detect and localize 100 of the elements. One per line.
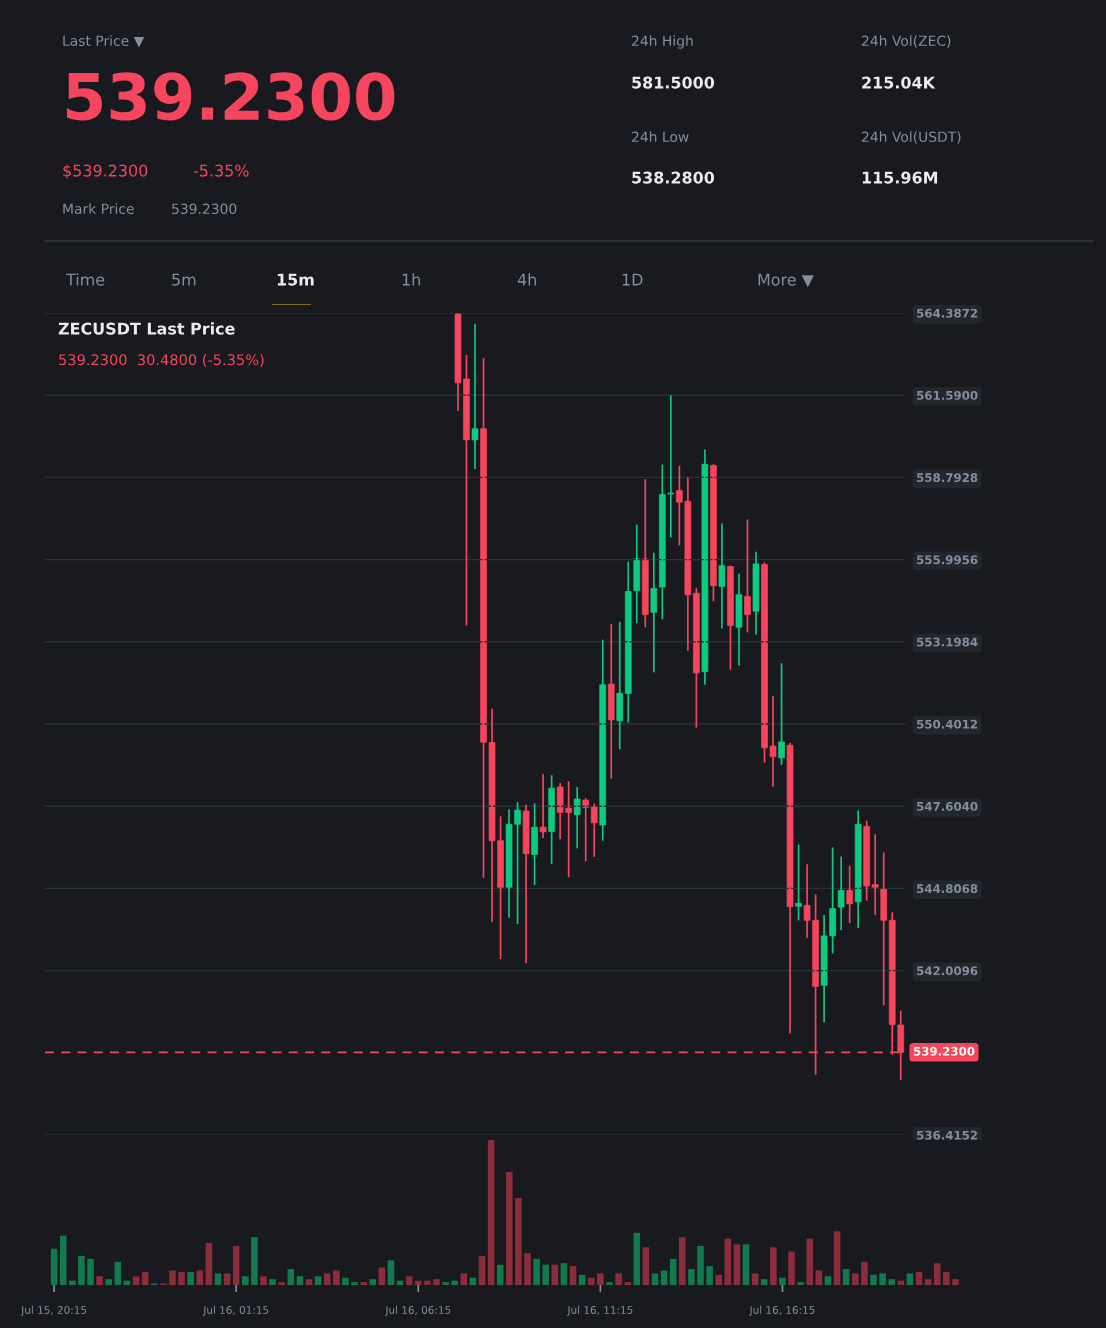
bar bbox=[78, 1256, 85, 1285]
x-tick-label: Jul 16, 01:15 bbox=[202, 1305, 269, 1316]
candlestick bbox=[718, 522, 726, 630]
bar bbox=[296, 1276, 304, 1285]
text: -5.35% bbox=[193, 164, 249, 177]
bar bbox=[205, 1242, 213, 1285]
bar bbox=[597, 1273, 604, 1285]
text: 24h High bbox=[632, 35, 693, 49]
bar bbox=[742, 1244, 750, 1285]
bar bbox=[933, 1263, 941, 1285]
candlestick bbox=[548, 774, 555, 866]
candlestick bbox=[778, 662, 785, 766]
text: 115.96M bbox=[862, 171, 938, 184]
y-tick-label: 558.7928 bbox=[917, 473, 978, 483]
bar bbox=[351, 1282, 358, 1285]
y-tick-label: 550.4012 bbox=[917, 719, 978, 729]
bar bbox=[260, 1276, 267, 1285]
bar bbox=[178, 1271, 185, 1285]
bar bbox=[442, 1282, 449, 1285]
bar bbox=[223, 1273, 231, 1285]
bar bbox=[852, 1273, 859, 1285]
y-tick-label: 553.1984 bbox=[917, 637, 978, 647]
text: 581.5000 bbox=[632, 76, 715, 89]
bar bbox=[669, 1258, 677, 1285]
bar bbox=[615, 1273, 622, 1285]
bar bbox=[924, 1279, 932, 1285]
candlestick bbox=[752, 550, 760, 636]
bar bbox=[624, 1282, 631, 1285]
bar bbox=[251, 1237, 258, 1285]
bar bbox=[706, 1266, 713, 1285]
bar bbox=[806, 1238, 814, 1285]
bar bbox=[132, 1276, 140, 1285]
text: 539.2300 bbox=[66, 72, 395, 121]
candlestick bbox=[795, 843, 802, 922]
bar bbox=[187, 1271, 194, 1285]
bar bbox=[915, 1271, 923, 1285]
text: 24h Vol(USDT) bbox=[862, 131, 961, 144]
bar bbox=[560, 1263, 568, 1285]
y-tick-label: 555.9956 bbox=[917, 555, 978, 565]
candlestick bbox=[744, 518, 751, 634]
bar bbox=[733, 1244, 741, 1285]
bar bbox=[506, 1171, 513, 1285]
bar bbox=[524, 1253, 531, 1285]
bar bbox=[861, 1261, 868, 1285]
bar bbox=[824, 1276, 832, 1285]
text: 1D bbox=[622, 273, 643, 286]
candlestick bbox=[727, 564, 734, 671]
x-tick-label: Jul 16, 11:15 bbox=[566, 1305, 633, 1316]
bar bbox=[533, 1258, 540, 1285]
y-tick-label: 542.0096 bbox=[917, 966, 978, 976]
bar bbox=[906, 1273, 914, 1285]
candlestick bbox=[735, 573, 743, 667]
bar bbox=[405, 1276, 413, 1285]
candlestick bbox=[539, 773, 547, 839]
text: 5m bbox=[172, 273, 196, 286]
bar bbox=[342, 1277, 349, 1285]
bar bbox=[415, 1280, 422, 1285]
bar bbox=[287, 1269, 295, 1285]
bar bbox=[633, 1232, 641, 1285]
bar bbox=[751, 1273, 759, 1285]
bar bbox=[770, 1247, 777, 1285]
bar bbox=[606, 1282, 613, 1285]
text: 24h Low bbox=[632, 131, 689, 143]
candlestick bbox=[522, 804, 530, 965]
candlestick bbox=[531, 802, 538, 886]
x-tick-label: Jul 16, 16:15 bbox=[749, 1305, 815, 1316]
bar bbox=[833, 1231, 841, 1285]
bar bbox=[387, 1260, 395, 1285]
bar bbox=[87, 1258, 94, 1285]
text: 539.2300 30.4800 (-5.35%) bbox=[59, 353, 264, 367]
y-tick-label: 561.5900 bbox=[917, 390, 978, 400]
x-tick-label: Jul 15, 20:15 bbox=[20, 1305, 87, 1316]
candlestick bbox=[471, 322, 479, 470]
text: More ▼ bbox=[758, 273, 814, 288]
bar bbox=[679, 1237, 686, 1285]
text: 15m bbox=[277, 273, 314, 286]
bar bbox=[578, 1274, 586, 1285]
bar bbox=[788, 1251, 795, 1285]
text: 24h Vol(ZEC) bbox=[862, 35, 951, 48]
bar bbox=[114, 1261, 122, 1285]
bar bbox=[651, 1273, 659, 1285]
bar bbox=[305, 1279, 313, 1285]
text: 538.2800 bbox=[632, 171, 715, 184]
bar bbox=[515, 1198, 522, 1285]
bar bbox=[460, 1273, 468, 1285]
bar bbox=[879, 1273, 886, 1285]
bar bbox=[269, 1279, 276, 1285]
text: Time bbox=[65, 273, 105, 286]
bar bbox=[478, 1256, 486, 1285]
y-tick-label: 536.4152 bbox=[917, 1130, 978, 1140]
bar bbox=[688, 1269, 695, 1285]
bar bbox=[952, 1279, 959, 1285]
text: 4h bbox=[517, 273, 536, 286]
bar bbox=[760, 1279, 768, 1285]
text: 215.04K bbox=[862, 76, 936, 89]
bar bbox=[333, 1270, 340, 1285]
text: 539.2300 bbox=[172, 203, 237, 215]
ref-line-label: 539.2300 bbox=[913, 1046, 975, 1056]
bar bbox=[232, 1245, 240, 1285]
bar bbox=[169, 1270, 176, 1285]
